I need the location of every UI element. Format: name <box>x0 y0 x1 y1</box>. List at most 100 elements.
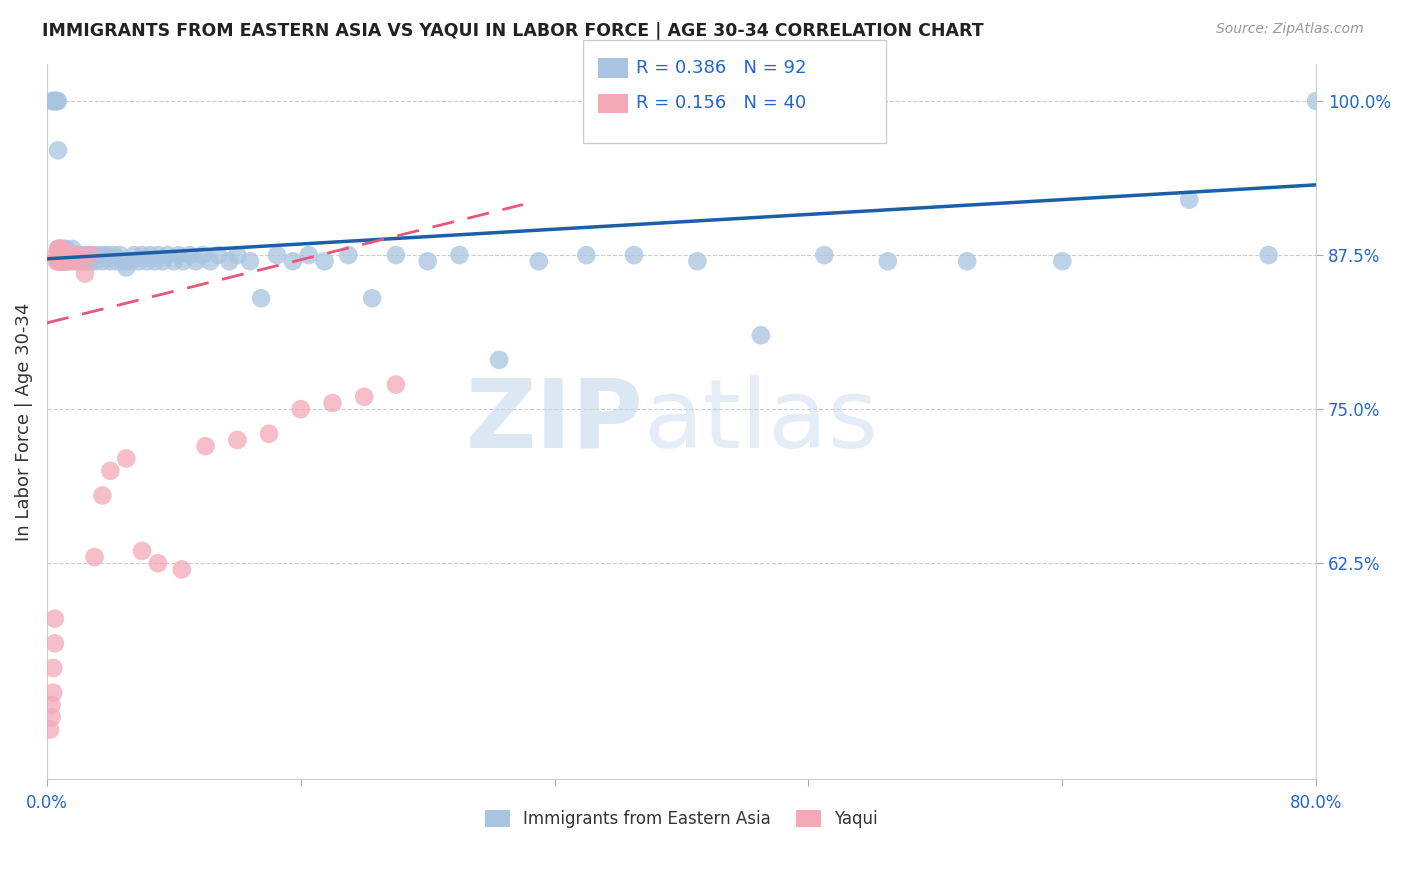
Point <box>70 254 93 268</box>
Point <box>65 254 87 268</box>
Point <box>46 242 69 256</box>
Point <box>361 291 384 305</box>
Point <box>45 94 67 108</box>
Point <box>226 248 249 262</box>
Point <box>131 248 153 262</box>
Point <box>44 612 66 626</box>
Point <box>120 254 142 268</box>
Point <box>53 254 76 268</box>
Point <box>52 248 75 262</box>
Point <box>749 328 772 343</box>
Point <box>53 254 76 268</box>
Point <box>218 254 240 268</box>
Point <box>98 254 121 268</box>
Point <box>41 698 63 712</box>
Point <box>122 248 145 262</box>
Point <box>207 248 229 262</box>
Text: 0.0%: 0.0% <box>25 794 67 812</box>
Point <box>45 254 67 268</box>
Point <box>67 254 90 268</box>
Point <box>69 254 91 268</box>
Point <box>80 254 103 268</box>
Point <box>53 242 76 256</box>
Point <box>41 710 63 724</box>
Point <box>41 94 63 108</box>
Point <box>48 254 70 268</box>
Point <box>257 426 280 441</box>
Point <box>44 94 66 108</box>
Point <box>83 248 105 262</box>
Point <box>281 254 304 268</box>
Text: Source: ZipAtlas.com: Source: ZipAtlas.com <box>1216 22 1364 37</box>
Point <box>42 686 65 700</box>
Point <box>527 254 550 268</box>
Point <box>623 248 645 262</box>
Point <box>48 242 70 256</box>
Point <box>66 248 89 262</box>
Point <box>76 248 98 262</box>
Text: R = 0.156   N = 40: R = 0.156 N = 40 <box>636 95 806 112</box>
Point <box>52 254 75 268</box>
Point <box>103 248 125 262</box>
Point <box>93 248 115 262</box>
Point <box>200 254 222 268</box>
Point <box>876 254 898 268</box>
Point <box>91 254 114 268</box>
Point <box>250 291 273 305</box>
Point <box>45 94 67 108</box>
Point <box>385 377 408 392</box>
Point <box>77 254 100 268</box>
Point <box>42 661 65 675</box>
Point <box>52 242 75 256</box>
Point <box>337 248 360 262</box>
Point <box>79 248 101 262</box>
Point <box>1257 248 1279 262</box>
Point <box>385 248 408 262</box>
Y-axis label: In Labor Force | Age 30-34: In Labor Force | Age 30-34 <box>15 302 32 541</box>
Point <box>52 254 75 268</box>
Point <box>44 94 66 108</box>
Point <box>115 260 138 275</box>
Point <box>353 390 375 404</box>
Point <box>226 433 249 447</box>
Point <box>146 248 169 262</box>
Point <box>449 248 471 262</box>
Point <box>575 248 598 262</box>
Point <box>152 254 174 268</box>
Point <box>1305 94 1327 108</box>
Point <box>191 248 214 262</box>
Point <box>83 550 105 565</box>
Point <box>73 254 96 268</box>
Text: R = 0.386   N = 92: R = 0.386 N = 92 <box>636 59 806 77</box>
Point <box>139 248 162 262</box>
Text: 80.0%: 80.0% <box>1291 794 1343 812</box>
Point <box>172 254 194 268</box>
Point <box>46 94 69 108</box>
Point <box>51 242 73 256</box>
Point <box>48 254 70 268</box>
Point <box>298 248 321 262</box>
Point <box>1178 193 1201 207</box>
Point <box>115 451 138 466</box>
Point <box>46 242 69 256</box>
Point <box>184 254 207 268</box>
Point <box>163 254 186 268</box>
Point <box>59 254 82 268</box>
Point <box>131 544 153 558</box>
Point <box>686 254 709 268</box>
Point <box>488 352 510 367</box>
Point <box>44 636 66 650</box>
Legend: Immigrants from Eastern Asia, Yaqui: Immigrants from Eastern Asia, Yaqui <box>478 804 884 835</box>
Point <box>58 254 80 268</box>
Point <box>45 248 67 262</box>
Point <box>91 488 114 502</box>
Point <box>179 248 201 262</box>
Text: IMMIGRANTS FROM EASTERN ASIA VS YAQUI IN LABOR FORCE | AGE 30-34 CORRELATION CHA: IMMIGRANTS FROM EASTERN ASIA VS YAQUI IN… <box>42 22 984 40</box>
Point <box>60 242 83 256</box>
Point <box>1052 254 1074 268</box>
Point <box>66 248 89 262</box>
Point <box>51 242 73 256</box>
Point <box>321 396 343 410</box>
Point <box>84 254 107 268</box>
Point <box>46 254 69 268</box>
